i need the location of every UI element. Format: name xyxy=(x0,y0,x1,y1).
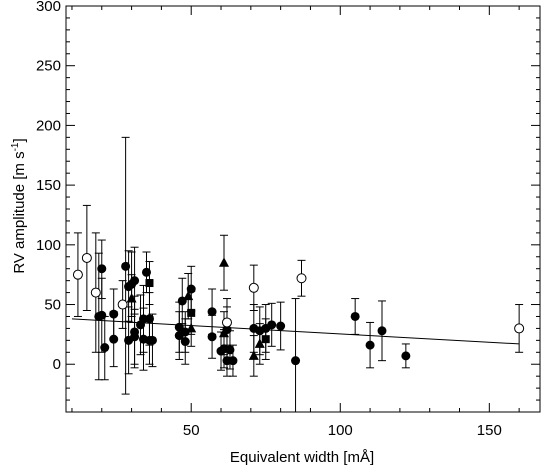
filled-triangle-point xyxy=(219,257,229,267)
filled-circle-point xyxy=(121,261,131,271)
filled-circle-point xyxy=(97,264,107,274)
filled-circle-point xyxy=(109,334,119,344)
filled-circle-point xyxy=(207,332,217,342)
y-tick-label: 0 xyxy=(53,356,61,373)
filled-circle-point xyxy=(225,345,235,355)
plot-area-border xyxy=(65,5,541,413)
filled-circle-point xyxy=(186,284,196,294)
filled-triangle-point xyxy=(219,327,229,338)
filled-circle-point xyxy=(350,311,360,321)
y-axis-title-main: RV amplitude [m s xyxy=(11,151,28,273)
open-circle-point xyxy=(117,299,128,310)
open-circle-point xyxy=(72,269,83,280)
filled-circle-point xyxy=(365,340,375,350)
filled-triangle-point xyxy=(186,322,197,333)
filled-circle-point xyxy=(130,276,140,286)
filled-circle-point xyxy=(130,327,140,337)
open-circle-point xyxy=(90,287,101,298)
filled-triangle-point xyxy=(183,290,194,301)
y-tick-label: 100 xyxy=(36,237,61,254)
y-tick-label: 300 xyxy=(36,0,61,15)
y-tick-label: 200 xyxy=(36,117,61,134)
filled-circle-point xyxy=(228,356,238,366)
filled-circle-point xyxy=(267,320,277,330)
filled-circle-point xyxy=(276,321,286,331)
y-axis-title-superscript: -1 xyxy=(10,142,21,151)
open-circle-point xyxy=(81,252,92,263)
plot-frame xyxy=(65,5,541,413)
filled-triangle-point xyxy=(126,293,137,303)
filled-circle-point xyxy=(141,267,151,277)
filled-square-point xyxy=(145,279,154,288)
y-tick-label: 50 xyxy=(44,297,61,314)
y-tick-label: 250 xyxy=(36,58,61,75)
tick-labels: 0 50 100 150 200 250 300 50 100 150 xyxy=(36,0,502,439)
filled-circle-point xyxy=(109,309,119,319)
filled-circle-point xyxy=(401,351,411,361)
filled-circle-point xyxy=(291,356,301,366)
filled-circle-point xyxy=(144,314,154,324)
filled-circle-point xyxy=(180,327,190,337)
filled-circle-point xyxy=(180,337,190,347)
filled-triangle-point xyxy=(254,338,265,348)
filled-circle-point xyxy=(100,343,110,353)
filled-circle-point xyxy=(97,310,107,320)
open-circle-point xyxy=(248,282,259,293)
filled-square-point xyxy=(261,335,270,344)
x-tick-label: 100 xyxy=(328,422,353,439)
filled-triangle-point xyxy=(248,350,259,360)
x-tick-label: 50 xyxy=(183,422,200,439)
axis-ticks xyxy=(66,5,540,413)
x-tick-label: 150 xyxy=(477,422,502,439)
data-markers xyxy=(72,252,525,366)
y-axis-title: RV amplitude [m s-1] xyxy=(10,138,28,273)
open-circle-point xyxy=(296,273,307,284)
x-axis-title: Equivalent width [mÅ] xyxy=(230,449,374,466)
y-tick-label: 150 xyxy=(36,177,61,194)
y-axis-title-end: ] xyxy=(11,138,28,142)
filled-circle-point xyxy=(377,326,387,336)
filled-square-point xyxy=(187,308,196,317)
filled-circle-point xyxy=(207,307,217,317)
open-circle-point xyxy=(514,323,525,334)
filled-circle-point xyxy=(147,335,157,345)
open-circle-point xyxy=(221,317,232,328)
